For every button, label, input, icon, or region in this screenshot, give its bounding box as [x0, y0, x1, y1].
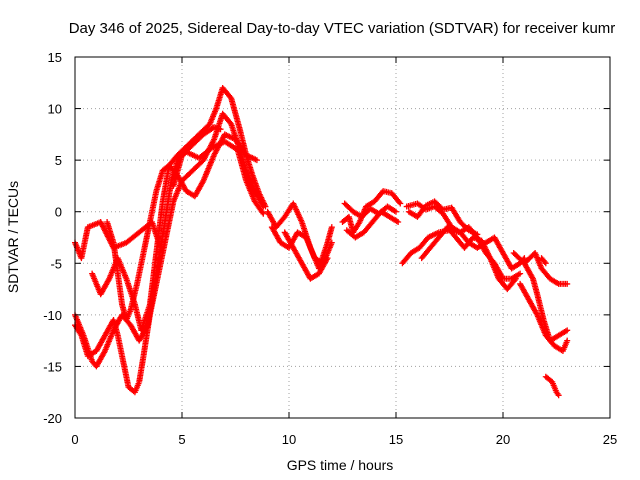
- y-tick-label: 15: [48, 50, 62, 65]
- data-point: [555, 392, 562, 399]
- x-axis-title: GPS time / hours: [287, 457, 394, 473]
- x-tick-label: 5: [178, 432, 185, 447]
- x-tick-label: 0: [71, 432, 78, 447]
- y-tick-labels: -20 -15 -10 -5 0 5 10 15: [43, 50, 62, 426]
- y-tick-label: -10: [43, 308, 62, 323]
- data-point: [253, 157, 260, 164]
- y-tick-label: -20: [43, 411, 62, 426]
- data-point: [217, 126, 224, 133]
- y-tick-label: -15: [43, 359, 62, 374]
- y-tick-label: 10: [48, 102, 62, 117]
- data-point: [260, 210, 267, 217]
- series-track-12: [343, 208, 402, 241]
- data-point: [324, 255, 331, 262]
- series-track-6: [170, 124, 224, 189]
- data-points: [72, 84, 571, 399]
- x-tick-labels: 0 5 10 15 20 25: [71, 432, 617, 447]
- series-track-19: [521, 249, 571, 287]
- series-track-5: [104, 131, 260, 324]
- series-track-16: [405, 198, 481, 238]
- y-tick-label: 5: [55, 153, 62, 168]
- data-point: [564, 337, 571, 344]
- data-point: [328, 239, 335, 246]
- data-point: [328, 224, 335, 231]
- data-point: [474, 231, 481, 238]
- data-point: [512, 275, 519, 282]
- data-point: [395, 219, 402, 226]
- data-point: [397, 200, 404, 207]
- x-tick-label: 10: [282, 432, 296, 447]
- series-track-4: [89, 84, 269, 334]
- series-track-21: [538, 255, 549, 267]
- data-point: [542, 260, 549, 267]
- series-track-9: [281, 229, 331, 282]
- chart-title: Day 346 of 2025, Sidereal Day-to-day VTE…: [69, 20, 616, 37]
- data-point: [262, 203, 269, 210]
- data-point: [511, 277, 518, 284]
- data-point: [517, 270, 524, 277]
- data-point: [564, 327, 571, 334]
- data-point: [541, 258, 548, 265]
- series-track-18: [517, 280, 571, 354]
- series-track-20: [542, 373, 562, 399]
- data-point: [564, 280, 571, 287]
- plot-frame: [74, 56, 611, 419]
- data-point: [393, 208, 399, 215]
- y-tick-label: 0: [55, 205, 62, 220]
- grid-lines: [75, 57, 610, 418]
- data-point: [396, 199, 403, 206]
- x-tick-label: 15: [389, 432, 403, 447]
- axis-ticks: [74, 56, 611, 419]
- y-axis-title: SDTVAR / TECUs: [5, 181, 21, 293]
- x-tick-label: 20: [496, 432, 510, 447]
- series-track-15: [418, 224, 519, 293]
- y-tick-label: -5: [50, 256, 62, 271]
- x-tick-label: 25: [603, 432, 617, 447]
